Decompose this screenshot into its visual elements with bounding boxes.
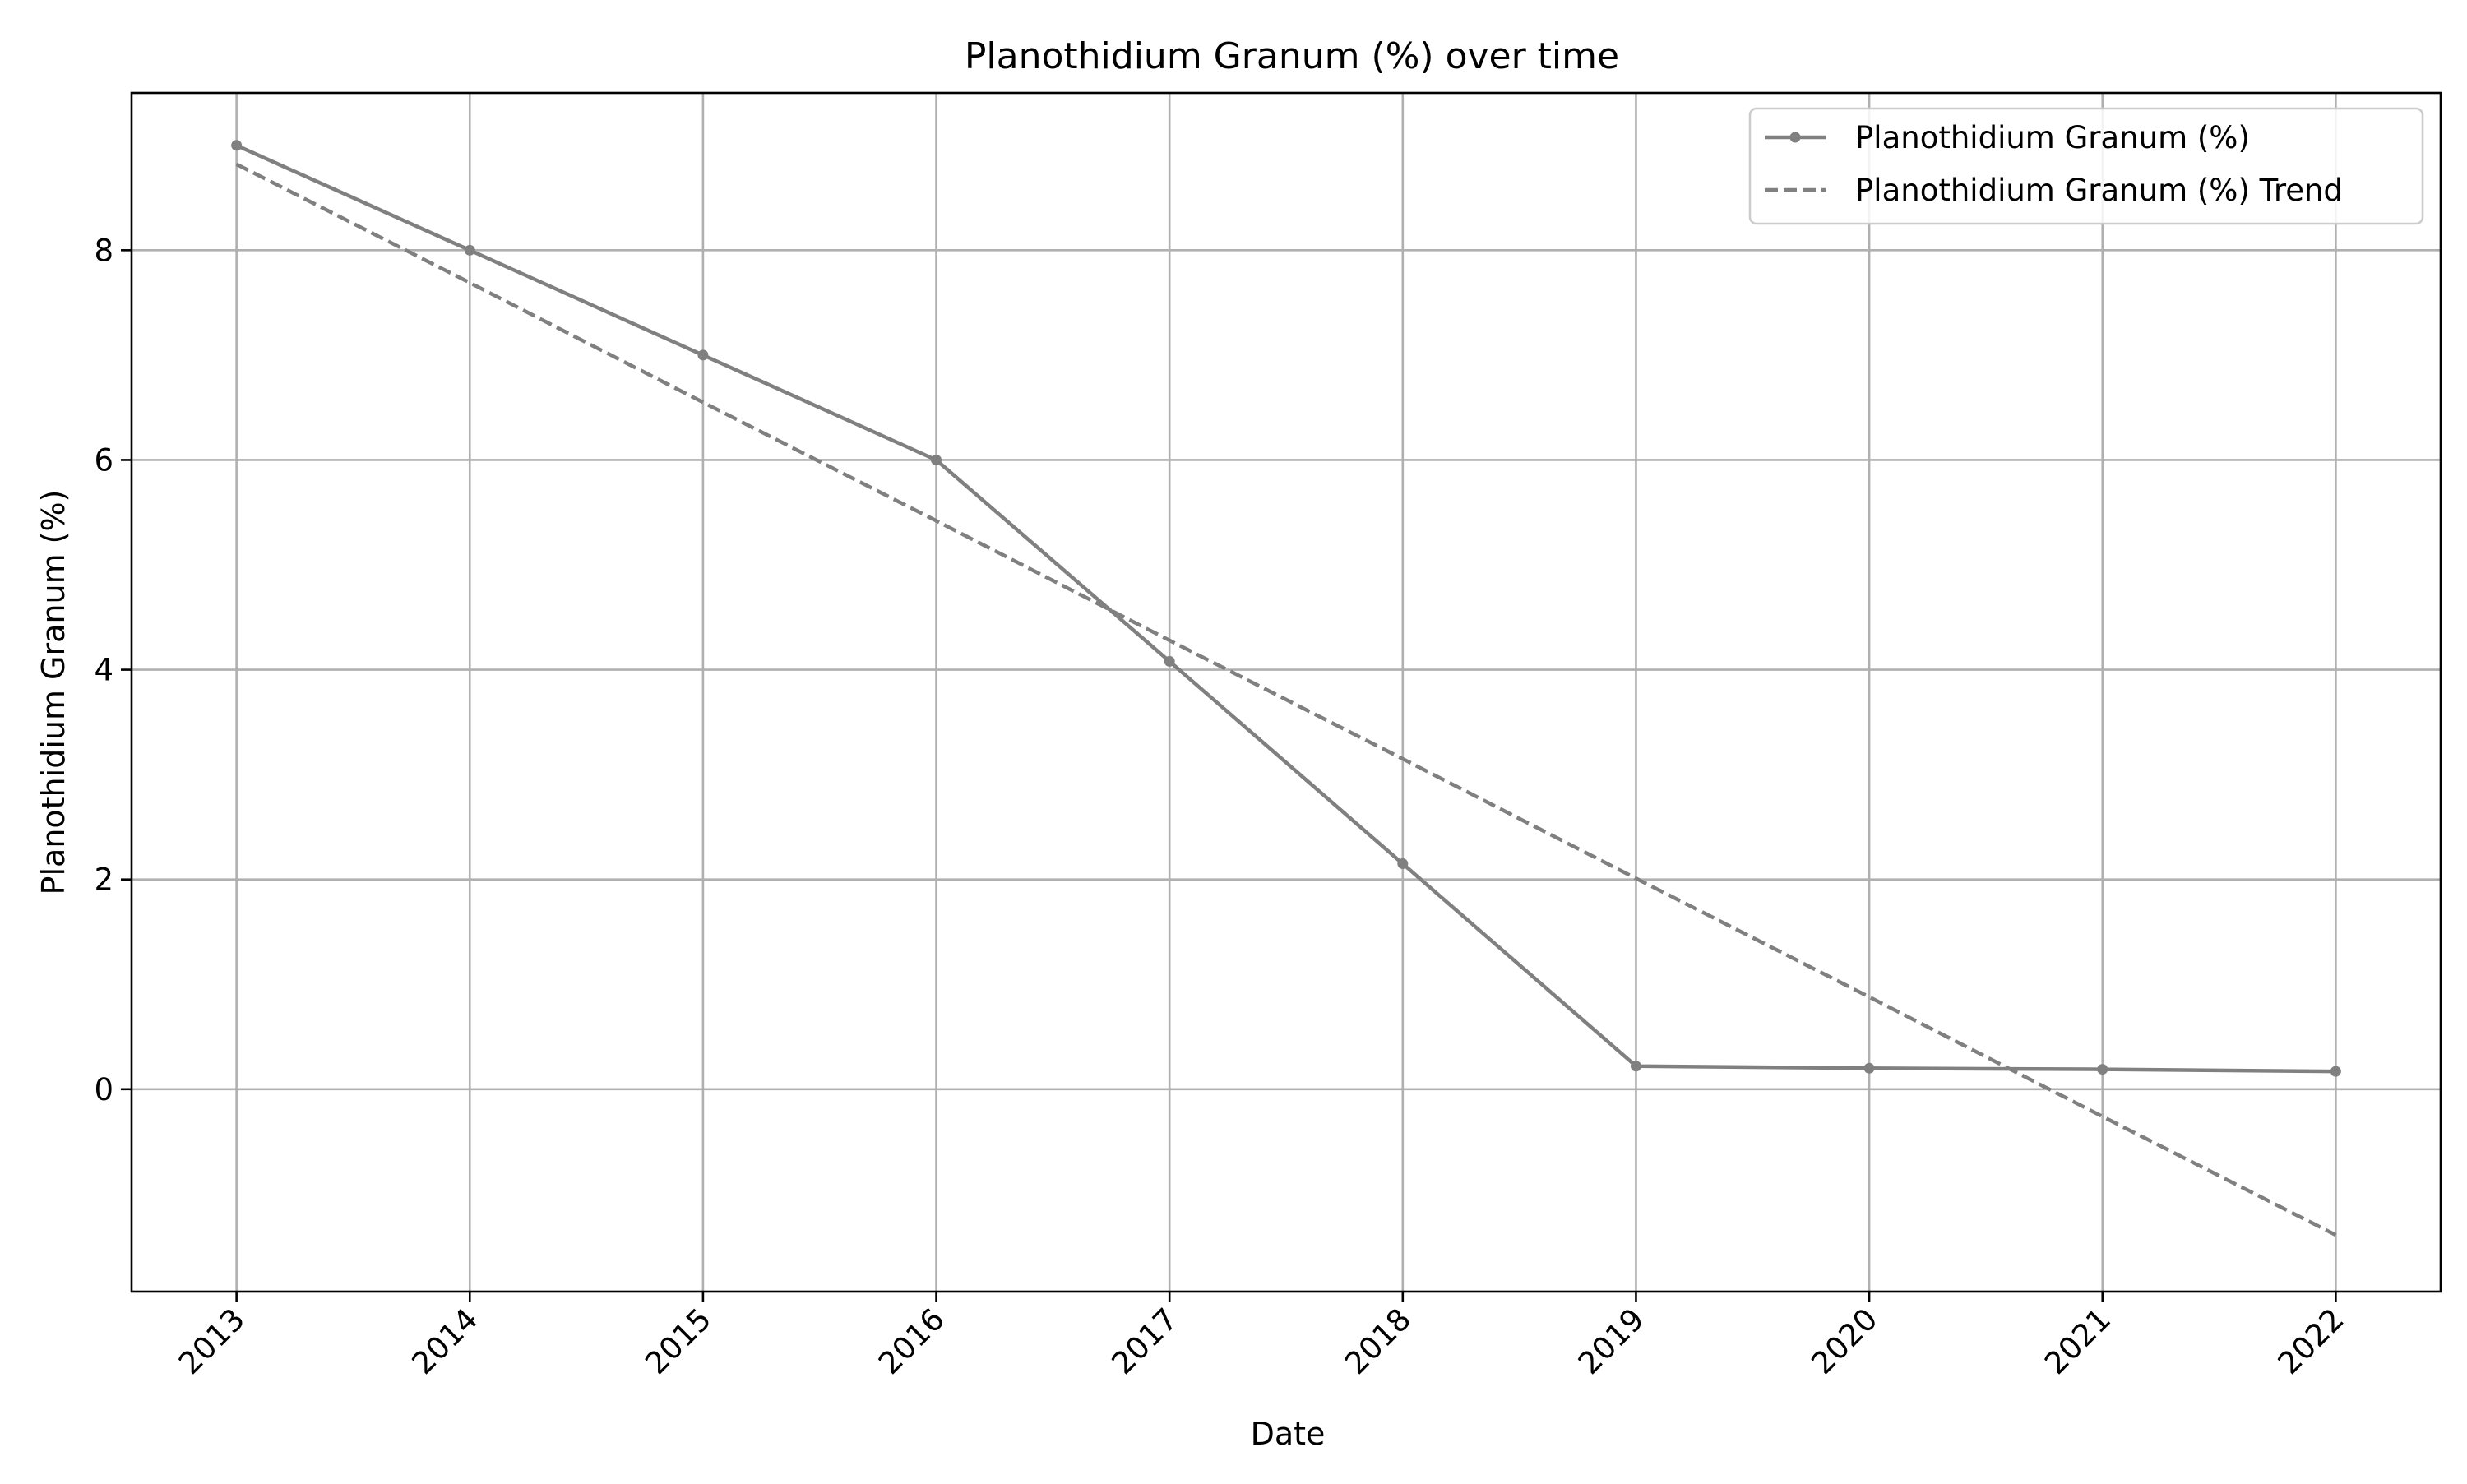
y-tick-label: 0 [94, 1072, 113, 1107]
plot-frame [130, 91, 2442, 1293]
data-point-marker [931, 454, 942, 465]
data-point-marker [1164, 655, 1175, 667]
data-point-marker [1863, 1062, 1875, 1074]
data-point-marker [1630, 1061, 1641, 1072]
data-point-marker [2330, 1066, 2341, 1077]
legend-label-trend: Planothidium Granum (%) Trend [1855, 173, 2343, 208]
data-point-marker [231, 140, 243, 151]
y-tick-label: 8 [94, 233, 113, 268]
x-axis-label: Date [1251, 1416, 1326, 1452]
data-point-marker [697, 349, 709, 361]
legend: Planothidium Granum (%) Planothidium Gra… [1748, 107, 2424, 225]
y-tick-label: 6 [94, 442, 113, 478]
data-point-marker [464, 244, 475, 256]
y-axis-label: Planothidium Granum (%) [35, 490, 72, 895]
chart-title: Planothidium Granum (%) over time [965, 35, 1619, 77]
series-line [235, 143, 2336, 1074]
y-tick-label: 2 [94, 862, 113, 898]
legend-swatch-series-marker [1789, 132, 1801, 143]
trend-line [235, 162, 2337, 1237]
legend-box [1748, 107, 2424, 225]
data-point-marker [2097, 1064, 2108, 1075]
y-tick-label: 4 [94, 653, 113, 688]
data-point-marker [1397, 858, 1409, 870]
legend-label-series: Planothidium Granum (%) [1855, 120, 2250, 155]
grid-layer [132, 93, 2441, 1292]
series-layer [231, 140, 2341, 1237]
